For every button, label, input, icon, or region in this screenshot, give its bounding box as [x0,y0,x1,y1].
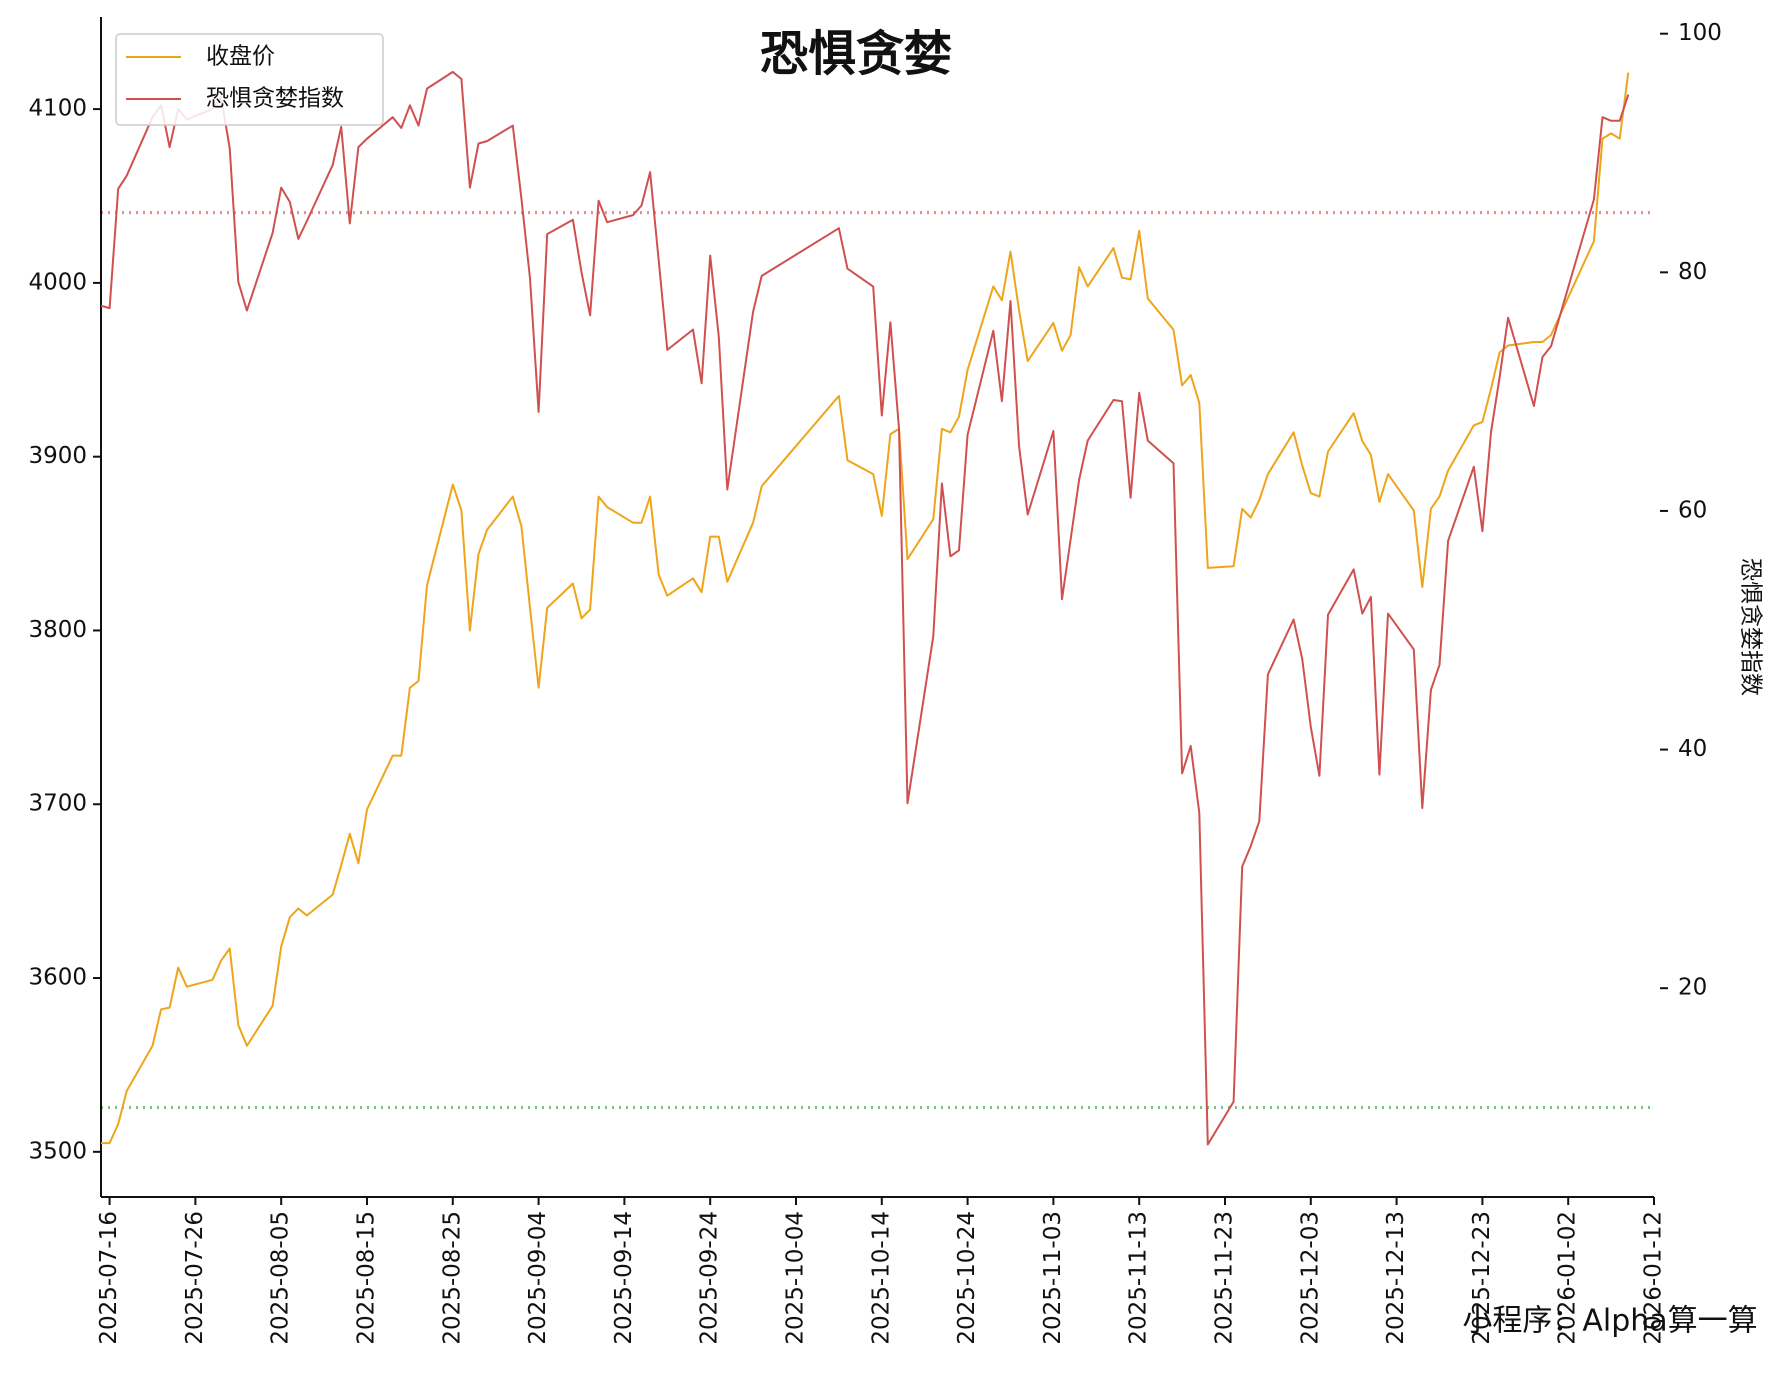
x-tick-label: 2025-12-23 [1469,1211,1495,1345]
legend-label: 恐惧贪婪指数 [206,86,344,112]
y2-tick-label: 60 [1678,497,1707,523]
x-tick-label: 2025-07-16 [96,1211,122,1345]
y2-tick-label: 80 [1678,259,1707,285]
y-tick-label: 4100 [28,96,87,122]
x-tick-label: 2025-07-26 [182,1211,208,1345]
x-tick-label: 2025-08-05 [268,1211,294,1345]
y-tick-label: 4000 [28,269,87,295]
y2-tick-label: 20 [1678,975,1707,1001]
x-tick-label: 2025-09-14 [611,1211,637,1345]
x-tick-label: 2025-08-15 [353,1211,379,1345]
x-tick-label: 2025-08-25 [439,1211,465,1345]
x-tick-label: 2025-11-23 [1211,1211,1237,1345]
watermark: 小程序：Alpha算一算 [1462,1304,1757,1339]
y-tick-label: 3900 [28,443,87,469]
x-tick-label: 2025-10-04 [782,1211,808,1345]
y-tick-label: 3700 [28,791,87,817]
y2-axis-label: 恐惧贪婪指数 [1738,558,1764,696]
y2-tick-label: 100 [1678,20,1722,46]
chart-title: 恐惧贪婪 [760,26,952,82]
x-tick-label: 2025-11-03 [1040,1211,1066,1345]
x-tick-label: 2025-10-14 [868,1211,894,1345]
x-tick-label: 2025-12-03 [1297,1211,1323,1345]
legend-box [115,33,384,126]
y-tick-label: 3800 [28,617,87,643]
x-tick-label: 2026-01-02 [1555,1211,1581,1345]
x-tick-label: 2025-10-24 [954,1211,980,1345]
x-tick-label: 2025-11-13 [1126,1211,1152,1345]
x-tick-label: 2025-09-24 [697,1211,723,1345]
x-tick-label: 2026-01-12 [1641,1211,1667,1345]
series-line [101,72,1630,1145]
y2-tick-label: 40 [1678,736,1707,762]
x-tick-label: 2025-12-13 [1383,1211,1409,1345]
series-line [100,70,1630,1146]
y-tick-label: 3600 [28,965,87,991]
y-tick-label: 3500 [28,1138,87,1164]
x-tick-label: 2025-09-04 [525,1211,551,1345]
legend-label: 收盘价 [206,44,275,70]
